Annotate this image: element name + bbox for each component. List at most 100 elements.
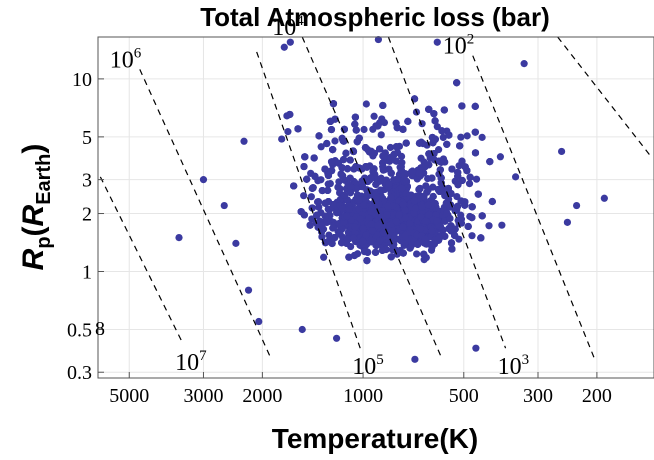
data-point bbox=[317, 143, 325, 151]
data-point bbox=[350, 251, 359, 260]
data-point bbox=[498, 221, 506, 229]
data-point bbox=[392, 143, 400, 151]
data-point bbox=[445, 131, 453, 139]
data-point bbox=[453, 79, 461, 87]
data-point bbox=[290, 182, 298, 190]
data-point bbox=[415, 139, 424, 147]
data-point bbox=[240, 137, 248, 145]
data-point bbox=[408, 167, 417, 175]
data-point bbox=[465, 180, 474, 188]
contour-line bbox=[256, 51, 361, 349]
data-point bbox=[464, 222, 472, 231]
data-point bbox=[431, 135, 439, 143]
data-point bbox=[385, 180, 393, 188]
data-point bbox=[333, 209, 341, 217]
data-point bbox=[600, 194, 608, 202]
data-point bbox=[443, 209, 451, 217]
data-point bbox=[328, 239, 336, 248]
data-point bbox=[511, 173, 520, 181]
data-point bbox=[362, 100, 370, 108]
data-point bbox=[284, 128, 292, 136]
data-point bbox=[363, 186, 371, 194]
data-point bbox=[428, 227, 436, 235]
contour-line bbox=[557, 36, 653, 159]
data-point bbox=[433, 38, 441, 46]
data-point bbox=[471, 102, 479, 110]
x-tick-label: 500 bbox=[449, 385, 479, 407]
data-point bbox=[317, 176, 325, 184]
y-label-sub-p: p bbox=[33, 236, 55, 248]
data-point bbox=[286, 38, 294, 46]
data-point bbox=[332, 334, 341, 342]
data-point bbox=[325, 231, 333, 239]
data-point bbox=[351, 223, 359, 231]
data-point bbox=[329, 146, 337, 154]
data-point bbox=[318, 186, 326, 195]
data-point bbox=[377, 186, 385, 194]
contour-label: 105 bbox=[352, 352, 384, 380]
data-point bbox=[456, 142, 464, 150]
data-point bbox=[392, 217, 400, 226]
data-point bbox=[318, 221, 326, 230]
data-point bbox=[367, 208, 375, 216]
data-point bbox=[402, 139, 410, 147]
data-point bbox=[367, 174, 375, 182]
data-point bbox=[321, 212, 329, 220]
data-point bbox=[488, 197, 496, 206]
data-point bbox=[400, 172, 409, 180]
data-point bbox=[379, 152, 387, 160]
data-point bbox=[425, 150, 433, 158]
data-point bbox=[353, 138, 361, 146]
data-point bbox=[406, 191, 414, 199]
x-axis-label: Temperature(K) bbox=[272, 423, 478, 454]
data-point bbox=[432, 217, 441, 225]
data-point bbox=[330, 234, 339, 242]
data-point bbox=[393, 175, 401, 184]
data-point bbox=[345, 253, 353, 261]
contour-line bbox=[139, 69, 272, 360]
y-axis-label: Rp(REarth) bbox=[17, 144, 55, 271]
chart-title: Total Atmospheric loss (bar) bbox=[200, 2, 550, 32]
data-point bbox=[311, 172, 319, 181]
y-label-close-paren: ) bbox=[17, 144, 50, 154]
data-point bbox=[392, 157, 400, 165]
x-tick-label: 2000 bbox=[242, 385, 282, 407]
data-point bbox=[349, 234, 358, 242]
data-point bbox=[416, 184, 424, 193]
x-tick-label: 1000 bbox=[343, 385, 383, 407]
data-point bbox=[361, 247, 369, 256]
data-point bbox=[380, 118, 389, 127]
contour-line bbox=[387, 36, 507, 349]
data-point bbox=[308, 204, 316, 212]
data-point bbox=[458, 157, 466, 165]
data-point bbox=[388, 225, 396, 233]
data-point bbox=[327, 125, 336, 134]
data-point bbox=[363, 191, 371, 199]
data-point bbox=[415, 169, 423, 177]
data-point bbox=[454, 216, 462, 225]
data-point bbox=[417, 194, 425, 202]
y-label-r: R bbox=[17, 248, 50, 270]
data-point bbox=[384, 202, 392, 210]
data-point bbox=[448, 165, 456, 173]
data-point bbox=[417, 213, 425, 221]
contour-line bbox=[99, 176, 184, 345]
data-point bbox=[220, 201, 228, 210]
data-point bbox=[468, 214, 476, 222]
data-point bbox=[496, 153, 505, 161]
data-point bbox=[372, 180, 380, 188]
data-point bbox=[380, 229, 388, 237]
data-point bbox=[478, 212, 486, 220]
data-point bbox=[397, 152, 406, 160]
y-axis-ticks: 0.3 0.5 1 2 3 5 10 bbox=[67, 69, 104, 384]
y-tick-label: 3 bbox=[82, 170, 92, 192]
y-label-r-earth: R bbox=[17, 204, 50, 226]
data-point bbox=[458, 102, 466, 110]
data-point bbox=[367, 220, 375, 228]
data-point bbox=[436, 166, 444, 174]
data-point bbox=[572, 201, 581, 210]
x-axis-ticks: 5000 3000 2000 1000 500 300 200 bbox=[109, 372, 612, 407]
data-point bbox=[386, 143, 395, 152]
data-point bbox=[377, 131, 385, 139]
